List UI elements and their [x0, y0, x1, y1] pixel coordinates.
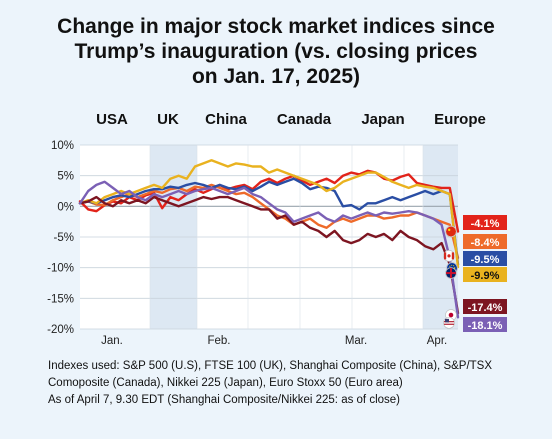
end-label-text-uk: -9.9% [471, 270, 500, 282]
us-flag [443, 317, 455, 329]
canada-flag-left [444, 252, 447, 260]
title-line-3: on Jan. 17, 2025) [191, 65, 361, 88]
japan-flag-sun [448, 312, 454, 318]
end-label-canada: -8.4% [463, 234, 507, 249]
legend-label-canada: Canada [276, 111, 332, 128]
canada-flag-right [451, 252, 454, 260]
end-label-text-japan: -17.4% [468, 302, 503, 314]
title-line-2: Trump’s inauguration (vs. closing prices [74, 40, 478, 63]
end-label-text-china: -4.1% [471, 218, 500, 230]
end-label-box-china [463, 215, 507, 230]
end-label-europe: -9.5% [463, 251, 507, 266]
y-tick-label-2: 0% [57, 201, 74, 213]
end-label-text-europe: -9.5% [471, 254, 500, 266]
line-chart: 10% 5% 0% -5% -10% -15% -20% Jan. Feb. Mar. Apr. -4… [47, 140, 507, 347]
note-indexes-used: Indexes used: S&P 500 (U.S), FTSE 100 (U… [48, 360, 493, 372]
china-flag-star [448, 228, 451, 232]
end-label-box-canada [463, 234, 507, 249]
uk-flag-v [450, 268, 452, 279]
x-tick-label-3: Apr. [427, 335, 447, 347]
end-label-uk: -9.9% [463, 267, 507, 282]
legend-label-uk: UK [157, 111, 179, 128]
canada-flag [443, 250, 455, 262]
end-label-box-usa [463, 317, 507, 332]
uk-flag [445, 267, 457, 279]
china-flag [445, 225, 457, 238]
end-label-box-uk [463, 267, 507, 282]
y-tick-label-4: -10% [47, 263, 74, 275]
end-label-text-usa: -18.1% [468, 320, 503, 332]
us-flag-canton [445, 318, 449, 323]
series-line-japan [78, 195, 460, 315]
chart-notes: Indexes used: S&P 500 (U.S), FTSE 100 (U… [48, 358, 538, 409]
title-line-1: Change in major stock market indices sin… [57, 15, 495, 38]
us-flag-stripe-2 [444, 323, 454, 325]
legend-label-china: China [205, 111, 247, 128]
end-label-box-europe [463, 251, 507, 266]
legend-label-japan: Japan [361, 111, 405, 128]
end-label-japan: -17.4% [463, 299, 507, 314]
end-label-usa: -18.1% [463, 317, 507, 332]
end-label-text-canada: -8.4% [471, 237, 500, 249]
china-flag-field [446, 226, 456, 237]
series-line-uk [78, 159, 460, 269]
note-as-of: As of April 7, 9.30 EDT (Shanghai Compos… [48, 394, 400, 406]
y-tick-label-6: -20% [47, 324, 74, 336]
y-tick-label-0: 10% [51, 140, 74, 152]
y-tick-label-3: -5% [54, 232, 74, 244]
chart-title: Change in major stock market indices sin… [0, 14, 552, 89]
series-line-usa [78, 180, 460, 319]
y-tick-label-1: 5% [57, 171, 74, 183]
x-tick-label-0: Jan. [101, 335, 123, 347]
series-line-china [78, 169, 460, 233]
y-tick-label-5: -15% [47, 293, 74, 305]
x-tick-label-2: Mar. [345, 335, 367, 347]
legend-label-europe: Europe [434, 111, 486, 128]
series-line-europe [78, 177, 460, 266]
canada-flag-leaf [447, 254, 451, 258]
legend-label-usa: USA [96, 111, 128, 128]
legend: USA UK China Canada Japan Europe [0, 111, 552, 131]
end-label-china: -4.1% [463, 215, 507, 230]
x-tick-label-1: Feb. [207, 335, 230, 347]
end-label-box-japan [463, 299, 507, 314]
note-indexes-cont: Comoposite (Canada), Nikkei 225 (Japan),… [48, 377, 403, 389]
